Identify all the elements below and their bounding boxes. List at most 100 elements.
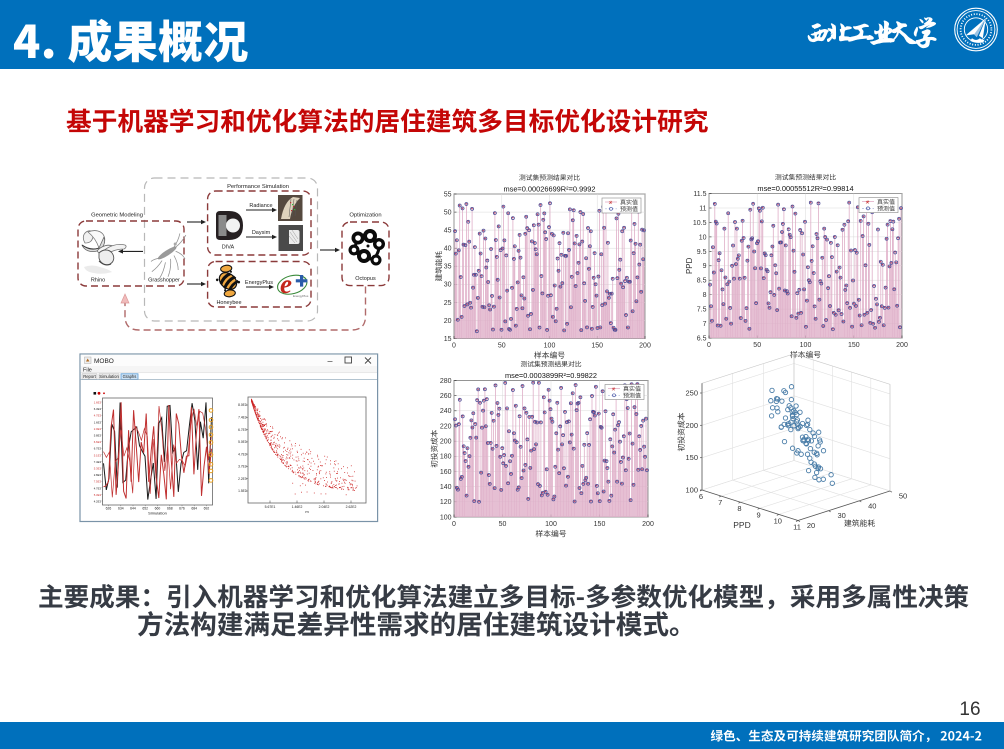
svg-text:0: 0	[452, 521, 456, 528]
svg-text:684: 684	[191, 507, 197, 511]
svg-text:200: 200	[685, 421, 698, 430]
svg-text:Daysim: Daysim	[252, 230, 271, 236]
svg-text:150: 150	[685, 453, 698, 462]
svg-text:100: 100	[685, 486, 698, 495]
svg-text:8.0E3: 8.0E3	[238, 403, 247, 407]
svg-text:100: 100	[800, 342, 812, 349]
svg-text:7.5: 7.5	[697, 307, 707, 314]
svg-text:160: 160	[440, 469, 452, 476]
svg-text:240: 240	[440, 408, 452, 415]
svg-text:mse=0.0003899R²=0.99822: mse=0.0003899R²=0.99822	[505, 371, 597, 380]
svg-text:45: 45	[444, 228, 452, 235]
svg-text:11.5: 11.5	[693, 191, 706, 198]
svg-text:8: 8	[737, 504, 741, 513]
svg-text:4.7E3: 4.7E3	[94, 414, 102, 418]
svg-text:40: 40	[868, 501, 876, 510]
svg-text:50: 50	[753, 342, 761, 349]
svg-text:EnergyPlus: EnergyPlus	[293, 294, 309, 298]
svg-text:2.0E3: 2.0E3	[94, 427, 102, 431]
svg-text:1.6E3: 1.6E3	[94, 401, 102, 405]
svg-text:Grasshopper: Grasshopper	[148, 278, 180, 284]
svg-text:PPD: PPD	[733, 520, 750, 530]
svg-text:35: 35	[444, 264, 452, 271]
svg-text:9: 9	[757, 510, 761, 519]
svg-text:e: e	[280, 269, 292, 299]
svg-text:100: 100	[544, 343, 556, 350]
svg-text:200: 200	[440, 439, 452, 446]
svg-text:3.7E3: 3.7E3	[238, 465, 247, 469]
svg-text:6.6E3: 6.6E3	[94, 440, 102, 444]
svg-text:626: 626	[106, 507, 112, 511]
svg-text:9: 9	[703, 263, 707, 270]
svg-text:File: File	[83, 368, 92, 374]
svg-text:9.5: 9.5	[697, 249, 707, 256]
svg-text:Optimization: Optimization	[349, 213, 381, 219]
svg-text:25: 25	[444, 300, 452, 307]
svg-text:5.3E3: 5.3E3	[94, 467, 102, 471]
svg-text:5.67E1: 5.67E1	[265, 505, 276, 509]
svg-text:676: 676	[179, 507, 185, 511]
svg-text:11: 11	[699, 205, 706, 212]
svg-text:Graphs: Graphs	[123, 374, 137, 379]
svg-text:50: 50	[899, 492, 907, 501]
svg-text:Honeybee: Honeybee	[216, 300, 241, 306]
svg-text:16: 16	[959, 699, 980, 720]
svg-text:4.7E3: 4.7E3	[94, 486, 102, 490]
svg-text:150: 150	[591, 343, 603, 350]
svg-text:7.4E3: 7.4E3	[238, 416, 247, 420]
svg-text:30: 30	[838, 511, 846, 520]
svg-text:100: 100	[440, 514, 452, 521]
svg-text:mse=0.00055512R²=0.99814: mse=0.00055512R²=0.99814	[757, 184, 853, 193]
svg-text:668: 668	[167, 507, 173, 511]
svg-text:Radiance: Radiance	[249, 203, 272, 209]
svg-text:1.46E2: 1.46E2	[292, 505, 303, 509]
svg-text:7: 7	[718, 498, 722, 507]
svg-text:EnergyPlus: EnergyPlus	[245, 280, 273, 286]
svg-text:Octopus: Octopus	[355, 276, 376, 282]
svg-text:m: m	[305, 509, 309, 514]
svg-text:150: 150	[594, 521, 606, 528]
svg-text:180: 180	[440, 454, 452, 461]
svg-text:660: 660	[155, 507, 161, 511]
svg-text:100: 100	[545, 521, 557, 528]
svg-text:1.5E3: 1.5E3	[238, 489, 247, 493]
svg-text:DIVA: DIVA	[222, 245, 235, 251]
svg-text:4.2E3: 4.2E3	[94, 500, 102, 504]
svg-text:10: 10	[774, 516, 782, 525]
svg-text:2.04E2: 2.04E2	[319, 505, 330, 509]
svg-text:200: 200	[896, 342, 908, 349]
svg-text:0: 0	[707, 342, 711, 349]
svg-text:7.5E3: 7.5E3	[94, 480, 102, 484]
svg-text:150: 150	[848, 342, 860, 349]
svg-text:–: –	[327, 356, 332, 366]
svg-text:7: 7	[703, 321, 707, 328]
svg-text:250: 250	[685, 389, 698, 398]
svg-text:652: 652	[142, 507, 148, 511]
svg-text:Report: Report	[83, 374, 96, 379]
svg-text:10.5: 10.5	[693, 220, 707, 227]
svg-text:Rhino: Rhino	[91, 278, 105, 284]
svg-text:50: 50	[499, 521, 507, 528]
svg-text:6.7E3: 6.7E3	[238, 428, 247, 432]
svg-text:140: 140	[440, 484, 452, 491]
svg-text:2.2E3: 2.2E3	[238, 477, 247, 481]
svg-text:280: 280	[440, 378, 452, 385]
svg-text:20: 20	[444, 318, 452, 325]
svg-text:50: 50	[444, 210, 452, 217]
svg-text:Simulation: Simulation	[99, 374, 119, 379]
svg-text:Geometric Modeling: Geometric Modeling	[91, 213, 143, 219]
svg-text:55: 55	[444, 191, 452, 198]
svg-text:8: 8	[703, 292, 707, 299]
svg-text:2.62E2: 2.62E2	[346, 505, 357, 509]
svg-text:Simulation: Simulation	[148, 511, 167, 516]
svg-text:40: 40	[444, 246, 452, 253]
svg-text:1.6E3: 1.6E3	[94, 420, 102, 424]
svg-text:30: 30	[444, 282, 452, 289]
svg-text:692: 692	[204, 507, 210, 511]
svg-text:6.3E3: 6.3E3	[94, 407, 102, 411]
svg-text:0: 0	[452, 343, 456, 350]
svg-text:6.5: 6.5	[697, 335, 707, 342]
svg-text:Performance Simulation: Performance Simulation	[227, 184, 289, 190]
svg-text:PPD: PPD	[685, 257, 694, 274]
svg-text:8.5: 8.5	[697, 278, 707, 285]
